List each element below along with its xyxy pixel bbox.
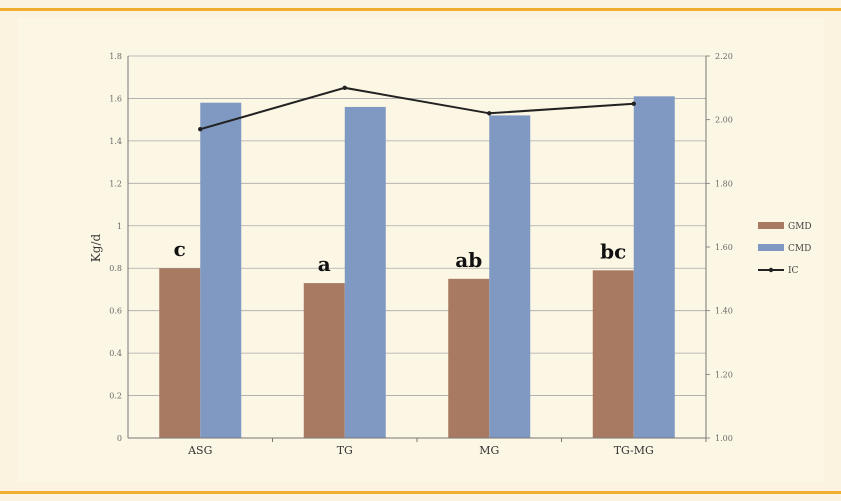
legend-marker-ic — [768, 267, 774, 273]
legend-swatch-cmd — [758, 244, 784, 251]
significance-letter: bc — [600, 239, 626, 263]
significance-letter: ab — [455, 248, 482, 272]
legend-label-cmd: CMD — [788, 244, 811, 254]
ic-point — [631, 101, 636, 106]
right-tick-label: 1.00 — [715, 434, 733, 443]
right-tick-label: 1.20 — [715, 370, 733, 379]
left-tick-label: 0.2 — [109, 392, 122, 401]
category-label: TG-MG — [614, 444, 654, 457]
y-axis-label: Kg/d — [89, 233, 103, 262]
significance-letter: a — [318, 252, 331, 276]
bar-gmd — [159, 268, 201, 438]
right-tick-label: 2.20 — [715, 52, 733, 61]
ic-line — [198, 85, 636, 132]
legend-swatch-gmd — [758, 222, 784, 229]
left-tick-label: 0.6 — [109, 307, 122, 316]
right-tick-label: 1.60 — [715, 243, 733, 252]
category-label: MG — [479, 444, 499, 457]
gridlines — [128, 55, 706, 396]
left-tick-label: 0 — [117, 434, 122, 443]
top-rule — [0, 8, 841, 11]
left-tick-label: 0.4 — [109, 349, 122, 358]
legend: GMD CMD IC — [758, 222, 812, 276]
bar-gmd — [303, 283, 345, 438]
bars — [159, 96, 675, 439]
annotations: c a ab bc — [174, 237, 627, 276]
bar-cmd — [633, 96, 675, 439]
axes: 0 0.2 0.4 0.6 0.8 1 1.2 1.4 1.6 1.8 1.00 1.20 1.40 1.… — [109, 52, 733, 457]
category-label: TG — [337, 444, 353, 457]
right-tick-label: 1.40 — [715, 307, 733, 316]
bar-cmd — [489, 115, 531, 438]
ic-point — [487, 111, 492, 116]
bar-gmd — [592, 270, 634, 438]
significance-letter: c — [174, 237, 186, 261]
bar-gmd — [448, 278, 490, 438]
category-label: ASG — [187, 444, 212, 457]
legend-label-gmd: GMD — [788, 222, 812, 232]
ic-line-path — [199, 86, 634, 131]
bar-cmd — [200, 102, 242, 438]
bottom-rule — [0, 491, 841, 494]
chart-area — [18, 18, 824, 482]
bar-cmd — [344, 106, 386, 438]
right-tick-label: 1.80 — [715, 179, 733, 188]
left-tick-label: 1.2 — [109, 179, 122, 188]
left-tick-label: 0.8 — [109, 264, 122, 273]
left-tick-label: 1 — [117, 222, 122, 231]
legend-label-ic: IC — [788, 266, 799, 276]
ic-point — [342, 85, 347, 91]
left-tick-label: 1.6 — [109, 94, 122, 103]
left-tick-label: 1.4 — [109, 137, 122, 146]
left-tick-label: 1.8 — [109, 52, 122, 61]
ic-point — [198, 127, 203, 132]
right-tick-label: 2.00 — [715, 116, 733, 125]
